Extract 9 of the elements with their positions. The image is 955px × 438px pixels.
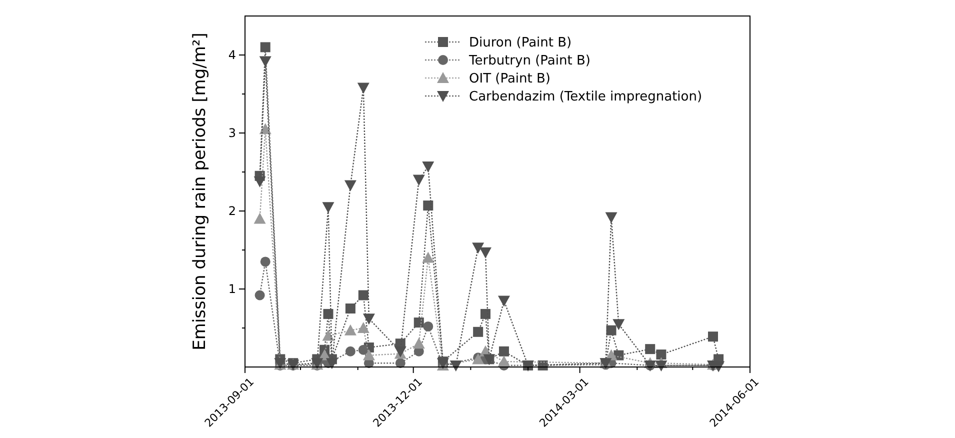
legend-label: Terbutryn (Paint B) — [468, 54, 590, 69]
y-tick-label: 4 — [228, 48, 236, 62]
legend-label: OIT (Paint B) — [469, 72, 551, 87]
y-tick-label: 3 — [228, 126, 236, 140]
legend-label: Carbendazim (Textile impregnation) — [469, 90, 702, 105]
y-tick-label: 2 — [228, 204, 236, 218]
y-tick-label: 1 — [228, 282, 236, 296]
legend-label: Diuron (Paint B) — [469, 36, 572, 51]
y-axis-title: Emission during rain periods [mg/m²] — [190, 32, 210, 350]
